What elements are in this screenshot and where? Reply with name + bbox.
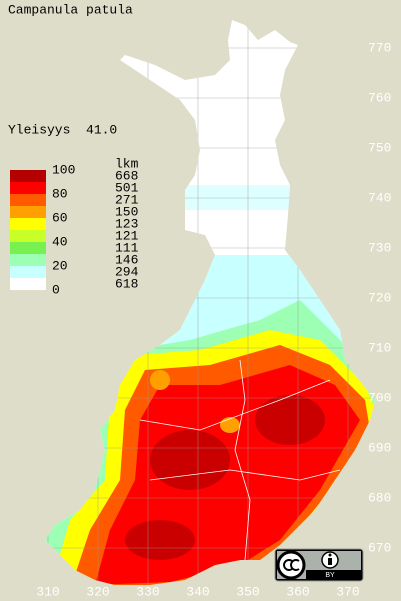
x-tick-label: 320 [86,584,109,599]
y-tick-label: 700 [368,390,391,405]
legend-count: 618 [115,276,138,291]
legend-header: lkm [115,156,139,171]
x-tick-label: 370 [336,584,359,599]
legend-count: 146 [115,252,138,267]
y-tick-label: 750 [368,140,391,155]
legend-swatch [10,206,46,218]
y-tick-label: 760 [368,90,391,105]
y-tick-label: 680 [368,490,391,505]
legend-count: 271 [115,192,139,207]
y-tick-label: 770 [368,40,391,55]
legend: 100 80 60 40 20 0 6685012711501231211111462946… [10,162,139,297]
legend-scale-label: 20 [52,258,68,273]
region-border [139,379,331,431]
legend-count: 501 [115,180,139,195]
legend-count: 121 [115,228,139,243]
y-tick-label: 690 [368,440,391,455]
y-tick-label: 710 [368,340,391,355]
legend-count: 111 [115,240,139,255]
legend-count: 150 [115,204,138,219]
legend-swatch [10,278,46,290]
legend-swatch [10,170,46,182]
legend-swatch [10,230,46,242]
legend-count: 294 [115,264,139,279]
title: Campanula patula [8,2,133,17]
license-text: BY [325,572,335,579]
x-tick-label: 360 [286,584,309,599]
legend-swatch [10,182,46,194]
legend-swatch [10,194,46,206]
x-tick-label: 330 [136,584,159,599]
license-badge: BY [274,548,364,582]
legend-swatch [10,254,46,266]
frequency: Yleisyys 41.0 [8,122,117,137]
x-tick-label: 350 [236,584,259,599]
legend-scale-label: 80 [52,186,68,201]
x-tick-label: 310 [36,584,59,599]
legend-count: 668 [115,168,138,183]
legend-scale-label: 40 [52,234,68,249]
legend-scale-label: 100 [52,162,75,177]
y-tick-label: 670 [368,540,391,555]
legend-swatch [10,266,46,278]
y-tick-label: 740 [368,190,391,205]
legend-scale-label: 60 [52,210,68,225]
region-border [234,359,251,561]
axes: 770 760 750 740 730 720 710 700 690 680 670 310 320 3… [36,40,391,599]
x-tick-label: 340 [186,584,209,599]
legend-count: 123 [115,216,138,231]
legend-swatch [10,218,46,230]
region-border [149,469,341,481]
legend-swatch [10,242,46,254]
y-tick-label: 730 [368,240,391,255]
y-tick-label: 720 [368,290,391,305]
legend-scale-label: 0 [52,282,60,297]
